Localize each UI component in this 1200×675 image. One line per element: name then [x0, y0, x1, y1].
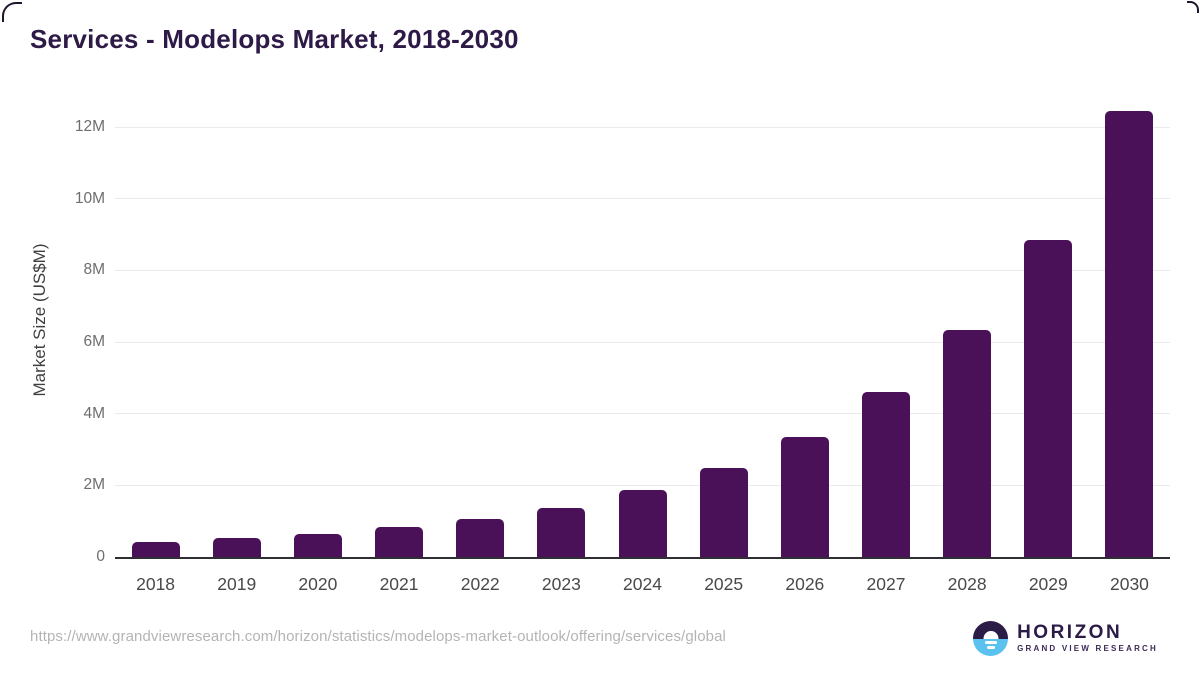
logo-wordmark: HORIZON	[1017, 622, 1123, 643]
x-tick-label-2023: 2023	[541, 574, 581, 594]
logo-reflection-line-2	[986, 646, 995, 649]
bar-2030	[1105, 110, 1154, 557]
bar-slot-2020	[277, 127, 358, 557]
x-tick-label-2029: 2029	[1028, 574, 1068, 594]
source-url: https://www.grandviewresearch.com/horizo…	[30, 628, 726, 645]
logo-reflection-line-1	[984, 641, 997, 644]
bar-slot-2026	[764, 127, 845, 557]
bar-2027	[861, 392, 910, 557]
y-tick-label-8M: 8M	[83, 261, 105, 279]
bar-2025	[699, 467, 748, 557]
x-tick-label-2030: 2030	[1109, 574, 1149, 594]
y-axis-tick-labels: 0 2M 4M 6M 8M 10M 12M	[48, 118, 105, 565]
bar-slot-2030	[1089, 110, 1170, 557]
bar-2026	[780, 436, 829, 557]
y-axis-title: Market Size (US$M)	[30, 243, 49, 397]
bar-slot-2021	[358, 127, 439, 557]
y-tick-label-2M: 2M	[83, 476, 105, 494]
y-tick-label-4M: 4M	[83, 404, 105, 422]
plot-area	[115, 110, 1170, 557]
y-tick-label-12M: 12M	[74, 118, 105, 135]
y-tick-label-6M: 6M	[83, 333, 105, 350]
bar-slot-2025	[683, 127, 764, 557]
bar-2022	[456, 519, 505, 557]
x-tick-label-2020: 2020	[298, 574, 338, 594]
bar-slot-2022	[440, 127, 521, 557]
bar-2019	[212, 538, 261, 557]
bar-2024	[618, 490, 667, 557]
rounded-corner-border-top-right	[1187, 1, 1199, 13]
bar-slot-2019	[196, 127, 277, 557]
bar-2028	[943, 330, 992, 557]
x-tick-label-2022: 2022	[460, 574, 500, 594]
bar-series	[115, 110, 1170, 557]
x-tick-label-2018: 2018	[136, 574, 176, 594]
bar-2018	[131, 542, 180, 557]
logo-subtitle: GRAND VIEW RESEARCH	[1017, 644, 1158, 653]
horizon-logo: HORIZON GRAND VIEW RESEARCH	[973, 621, 1158, 656]
bar-slot-2028	[927, 127, 1008, 557]
x-tick-label-2024: 2024	[623, 574, 662, 594]
x-tick-label-2027: 2027	[866, 574, 906, 594]
gridline-12M	[115, 126, 1170, 128]
bar-2029	[1024, 239, 1073, 557]
logo-text: HORIZON GRAND VIEW RESEARCH	[1017, 623, 1158, 654]
bar-slot-2018	[115, 127, 196, 557]
bar-slot-2023	[521, 127, 602, 557]
x-tick-label-2019: 2019	[217, 574, 257, 594]
x-axis-tick-labels: 2018 2019 2020 2021 2022 2023 2024 2025 2026 2027…	[115, 571, 1170, 597]
x-tick-label-2026: 2026	[785, 574, 825, 594]
bar-2020	[293, 533, 342, 557]
gridline-10M	[115, 198, 1170, 200]
rounded-corner-border-top-left	[2, 2, 22, 22]
x-tick-label-2021: 2021	[379, 574, 419, 594]
horizon-sunrise-icon	[973, 621, 1009, 656]
gridline-4M	[115, 413, 1170, 415]
bar-slot-2024	[602, 127, 683, 557]
x-axis-line	[115, 557, 1170, 559]
x-tick-label-2028: 2028	[947, 574, 987, 594]
gridline-2M	[115, 484, 1170, 486]
y-tick-label-10M: 10M	[74, 189, 105, 207]
bar-slot-2027	[845, 127, 926, 557]
logo-sun-icon	[983, 631, 999, 639]
bar-slot-2029	[1008, 127, 1089, 557]
y-tick-label-0: 0	[96, 548, 105, 565]
bar-2021	[375, 527, 424, 557]
x-tick-label-2025: 2025	[704, 574, 744, 594]
logo-sky-half	[973, 621, 1009, 639]
gridline-6M	[115, 341, 1170, 343]
gridline-8M	[115, 269, 1170, 271]
page-title: Services - Modelops Market, 2018-2030	[30, 24, 519, 54]
bar-2023	[537, 507, 586, 557]
